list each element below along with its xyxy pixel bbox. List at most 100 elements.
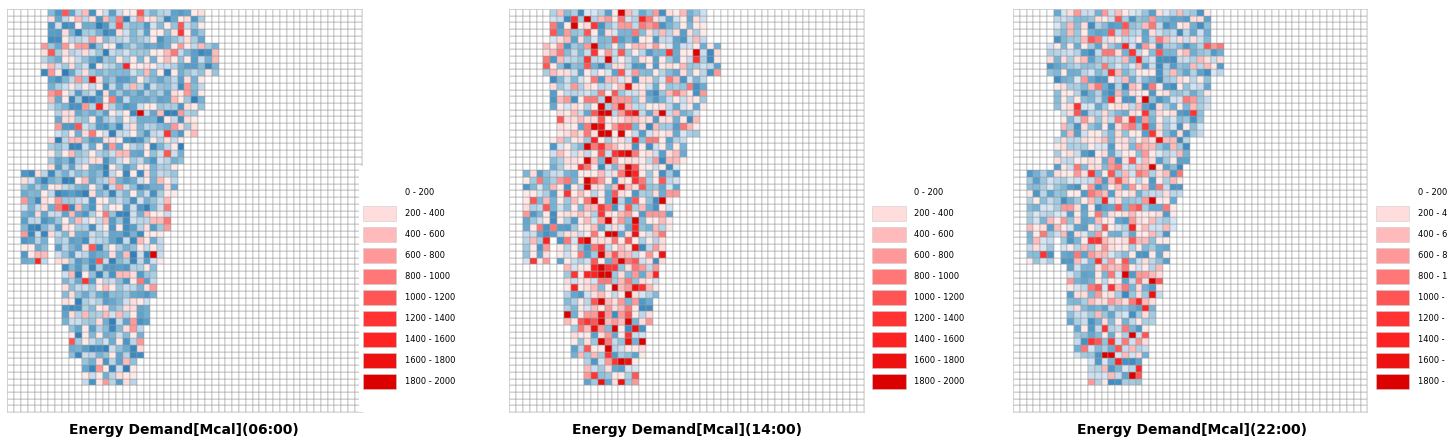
Bar (137, 251, 143, 258)
Bar (7, 150, 14, 157)
Bar (143, 231, 150, 237)
Bar (1340, 244, 1347, 251)
Bar (1176, 345, 1184, 352)
Bar (653, 177, 660, 184)
Bar (239, 399, 246, 405)
Bar (544, 278, 550, 284)
Bar (1020, 251, 1026, 258)
Bar (734, 49, 741, 56)
Bar (530, 204, 537, 211)
Bar (823, 110, 829, 116)
Bar (686, 244, 693, 251)
Bar (1184, 90, 1189, 96)
Bar (660, 170, 666, 177)
Bar (273, 49, 279, 56)
Bar (301, 291, 307, 298)
Bar (1333, 43, 1340, 49)
Bar (708, 130, 713, 137)
Bar (708, 43, 713, 49)
Bar (1197, 157, 1204, 164)
Bar (612, 157, 618, 164)
Bar (550, 116, 557, 123)
Bar (1279, 90, 1285, 96)
Bar (1327, 164, 1333, 170)
Bar (612, 278, 618, 284)
Bar (27, 298, 35, 305)
Bar (816, 143, 823, 150)
Bar (632, 251, 640, 258)
Bar (75, 49, 82, 56)
Bar (816, 258, 823, 264)
Bar (796, 123, 803, 130)
Bar (768, 372, 776, 379)
Bar (327, 271, 334, 278)
Bar (1095, 278, 1101, 284)
Bar (14, 197, 20, 204)
Bar (1095, 399, 1101, 405)
Bar (1129, 372, 1136, 379)
Bar (1040, 399, 1048, 405)
Bar (164, 43, 171, 49)
Bar (185, 22, 191, 29)
Bar (700, 325, 708, 332)
Bar (844, 271, 851, 278)
Bar (789, 244, 796, 251)
Bar (776, 143, 781, 150)
Bar (1231, 157, 1237, 164)
Bar (1204, 244, 1211, 251)
Bar (1285, 385, 1292, 392)
Bar (1053, 365, 1061, 372)
Bar (625, 284, 632, 291)
Bar (314, 9, 321, 16)
Bar (171, 96, 178, 103)
Bar (1307, 311, 1312, 318)
Bar (90, 251, 96, 258)
Bar (307, 332, 314, 338)
Bar (294, 358, 301, 365)
Bar (1040, 284, 1048, 291)
Bar (1312, 405, 1320, 412)
Bar (1265, 358, 1272, 365)
Bar (273, 237, 279, 244)
Bar (116, 29, 123, 36)
Bar (27, 43, 35, 49)
Bar (116, 190, 123, 197)
Bar (205, 311, 211, 318)
Bar (755, 358, 761, 365)
Bar (1217, 224, 1224, 231)
Bar (1121, 16, 1129, 22)
Bar (1095, 164, 1101, 170)
Bar (185, 9, 191, 16)
Bar (1327, 231, 1333, 237)
Bar (123, 177, 130, 184)
Bar (564, 36, 570, 43)
Bar (1020, 63, 1026, 69)
Bar (82, 177, 90, 184)
Bar (14, 224, 20, 231)
Bar (123, 251, 130, 258)
Bar (226, 352, 232, 358)
Bar (171, 177, 178, 184)
Bar (598, 338, 605, 345)
Bar (266, 36, 273, 43)
Bar (585, 130, 592, 137)
Bar (1074, 69, 1081, 76)
Bar (158, 305, 164, 311)
Bar (150, 365, 158, 372)
Bar (816, 69, 823, 76)
Text: 1200 - 1400: 1200 - 1400 (405, 314, 454, 323)
Bar (1340, 137, 1347, 143)
Bar (1211, 271, 1217, 278)
Bar (761, 345, 768, 352)
Bar (761, 197, 768, 204)
Bar (68, 76, 75, 83)
Bar (1204, 29, 1211, 36)
Bar (1204, 96, 1211, 103)
Bar (653, 49, 660, 56)
Bar (1101, 164, 1108, 170)
Bar (191, 76, 198, 83)
Bar (666, 392, 673, 399)
Bar (287, 271, 294, 278)
Bar (48, 157, 55, 164)
Bar (577, 305, 585, 311)
